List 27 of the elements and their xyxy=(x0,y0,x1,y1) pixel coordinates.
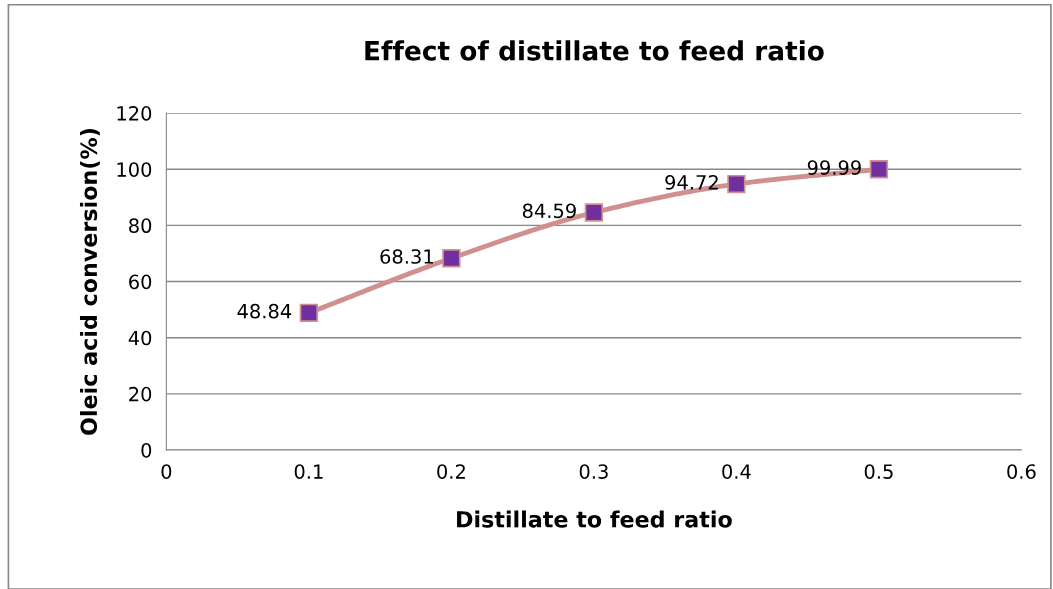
x-tick-label: 0.1 xyxy=(294,464,323,479)
x-axis-title: Distillate to feed ratio xyxy=(457,510,732,528)
y-tick-label: 40 xyxy=(128,330,152,346)
point xyxy=(727,174,746,194)
data-label: 94.72 xyxy=(665,175,718,190)
y-axis-title: Oleic acid conversion(%) xyxy=(79,129,100,435)
y-tick-label: 100 xyxy=(117,162,152,177)
y-tick-label: 60 xyxy=(129,274,152,290)
data-label: 84.59 xyxy=(522,203,576,219)
x-tick-label: 0.3 xyxy=(579,464,608,479)
point xyxy=(299,303,319,323)
y-tick-label: 80 xyxy=(129,218,152,234)
y-tick-label: 20 xyxy=(129,386,152,402)
x-tick-label: 0.2 xyxy=(437,464,465,479)
x-tick-label: 0 xyxy=(161,464,172,479)
point xyxy=(584,203,604,222)
point xyxy=(869,160,889,179)
chart-title: Effect of distillate to feed ratio xyxy=(365,40,824,61)
data-label: 48.84 xyxy=(237,303,292,319)
x-tick-label: 0.4 xyxy=(722,464,751,479)
y-tick-label: 120 xyxy=(117,106,152,121)
data-label: 99.99 xyxy=(807,160,861,175)
point xyxy=(442,249,461,268)
x-tick-label: 0.5 xyxy=(864,464,893,479)
data-label: 68.31 xyxy=(380,249,433,264)
x-tick-label: 0.6 xyxy=(1007,464,1036,479)
y-tick-label: 0 xyxy=(141,442,152,458)
